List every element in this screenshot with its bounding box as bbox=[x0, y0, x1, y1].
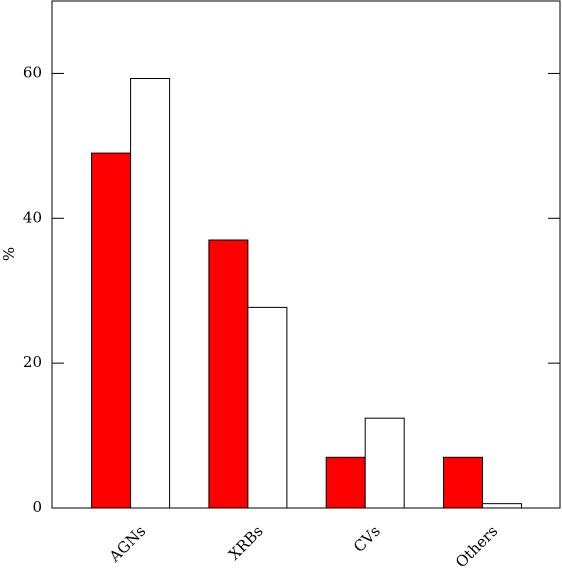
y-tick-label: 60 bbox=[23, 63, 42, 81]
y-tick-label: 20 bbox=[23, 353, 42, 371]
y-tick-label: 40 bbox=[23, 208, 42, 226]
x-tick-label: AGNs bbox=[105, 522, 149, 566]
bar bbox=[130, 77, 171, 509]
bar bbox=[208, 239, 249, 509]
x-tick-label: CVs bbox=[350, 522, 384, 556]
x-tick-label: XRBs bbox=[225, 522, 267, 564]
bar bbox=[442, 456, 483, 509]
bar bbox=[364, 417, 405, 509]
bar bbox=[325, 456, 366, 509]
y-tick-label: 0 bbox=[32, 498, 42, 516]
bar bbox=[247, 306, 288, 509]
y-axis-label: % bbox=[0, 247, 18, 261]
x-tick-label: Others bbox=[452, 522, 501, 571]
bar bbox=[91, 152, 132, 509]
bar bbox=[481, 503, 522, 509]
plot-frame bbox=[51, 0, 561, 509]
